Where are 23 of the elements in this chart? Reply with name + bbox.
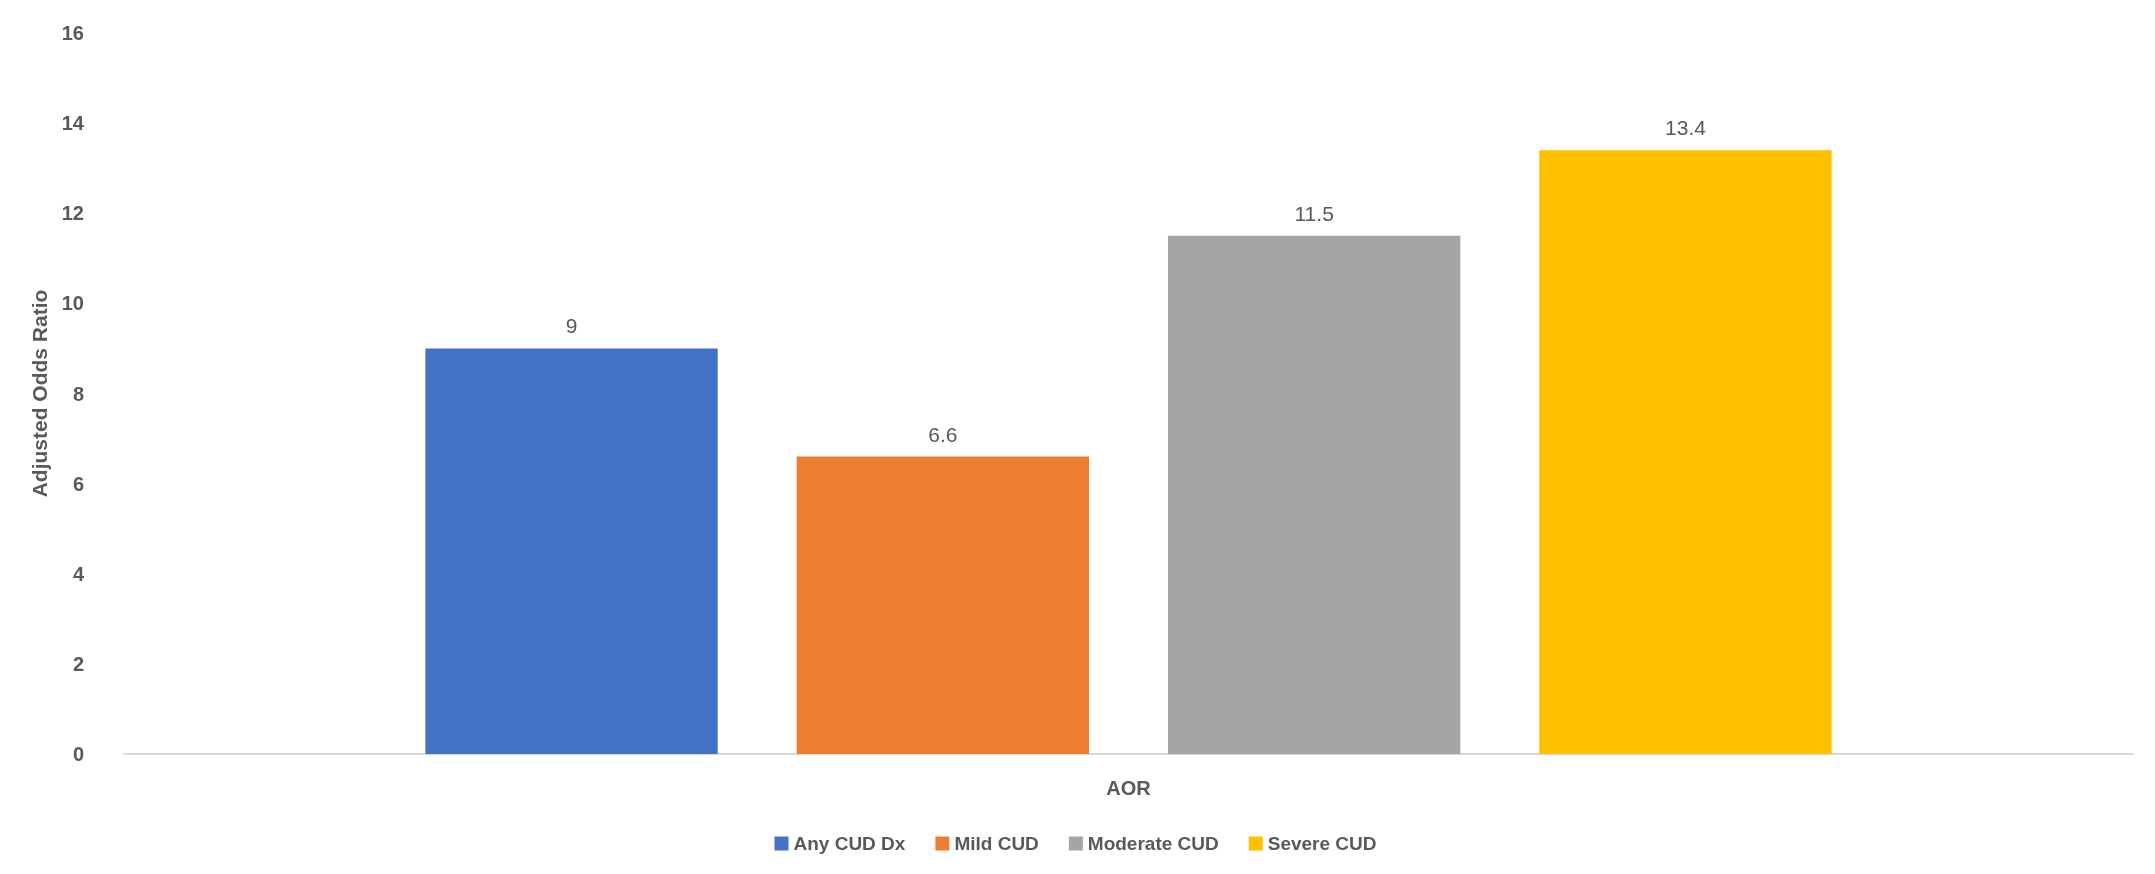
y-axis-title: Adjusted Odds Ratio bbox=[28, 289, 51, 498]
y-tick-label: 14 bbox=[61, 112, 85, 135]
bar bbox=[425, 348, 718, 754]
legend-label: Moderate CUD bbox=[1087, 833, 1219, 854]
legend-label: Any CUD Dx bbox=[793, 833, 906, 854]
y-tick-label: 12 bbox=[61, 202, 84, 225]
bar bbox=[1167, 235, 1461, 754]
data-label: 6.6 bbox=[928, 422, 958, 446]
x-tick-label: AOR bbox=[1106, 777, 1152, 799]
y-tick-label: 10 bbox=[61, 292, 84, 315]
data-label: 9 bbox=[565, 314, 578, 338]
legend-label: Severe CUD bbox=[1267, 833, 1377, 854]
data-label: 13.4 bbox=[1665, 116, 1707, 140]
data-label: 11.5 bbox=[1294, 201, 1334, 225]
legend-label: Mild CUD bbox=[954, 833, 1039, 854]
y-tick-label: 0 bbox=[72, 743, 84, 765]
bar bbox=[1539, 150, 1832, 754]
y-tick-label: 16 bbox=[61, 22, 84, 44]
bar bbox=[796, 456, 1090, 754]
y-tick-label: 2 bbox=[72, 652, 84, 675]
y-tick-label: 4 bbox=[72, 562, 85, 585]
y-tick-label: 8 bbox=[72, 382, 84, 405]
y-tick-label: 6 bbox=[72, 472, 84, 495]
